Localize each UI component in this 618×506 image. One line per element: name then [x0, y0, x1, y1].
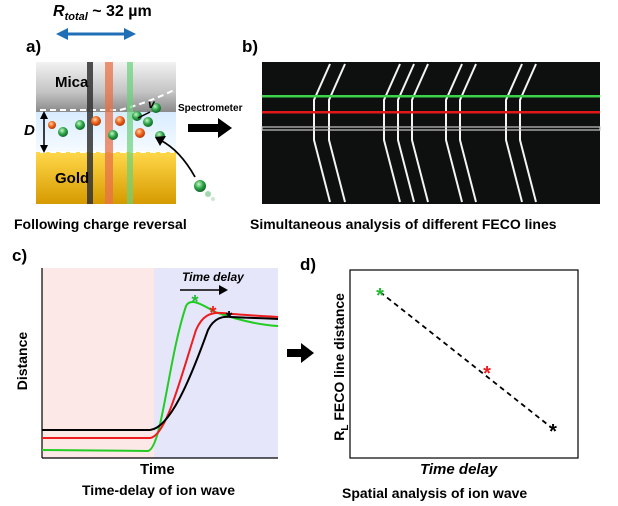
feco-fringe — [445, 63, 463, 203]
panel-d-ylabel-main: R — [331, 430, 348, 441]
ion — [115, 116, 125, 126]
feco-fringe — [397, 63, 415, 203]
beam-black — [87, 62, 93, 204]
point-red: * — [483, 363, 491, 385]
panel-b — [261, 62, 601, 204]
curved-arrow-head — [155, 136, 166, 146]
panel-a — [36, 28, 232, 204]
feco-line-top — [262, 95, 600, 98]
star-red: * — [209, 303, 216, 323]
d-label: D — [24, 122, 35, 139]
ion — [58, 127, 68, 137]
c-to-d-arrow — [287, 343, 314, 363]
spectrometer-label: Spectrometer — [178, 103, 243, 114]
d-arrow — [40, 111, 48, 153]
panel-a-caption: Following charge reversal — [14, 216, 187, 232]
ion — [75, 120, 85, 130]
mica-bent-surface — [120, 62, 176, 112]
feco-fringes — [313, 63, 537, 203]
ion — [143, 117, 153, 127]
r-total-value: ~ 32 µm — [87, 3, 152, 20]
ion — [132, 111, 142, 121]
time-delay-label: Time delay — [182, 270, 244, 284]
ion — [48, 121, 56, 129]
gold-label: Gold — [55, 170, 90, 187]
panel-d-ylabel-sub: L — [339, 424, 351, 431]
point-black: * — [549, 421, 557, 443]
ion — [108, 130, 118, 140]
incoming-ion-trail — [205, 191, 211, 197]
pre-phase-region — [42, 268, 154, 458]
feco-fringe — [519, 63, 537, 203]
post-phase-region — [154, 268, 278, 458]
ion — [91, 116, 101, 126]
feco-line-bottom — [261, 126, 601, 131]
feco-fringe — [313, 63, 331, 203]
panel-a-letter: a) — [26, 37, 42, 56]
curved-arrow — [159, 139, 196, 178]
r-total-label: Rtotal ~ 32 µm — [53, 3, 152, 23]
beam-green — [127, 62, 133, 204]
feco-fringe — [383, 63, 401, 203]
panel-d-letter: d) — [300, 255, 317, 274]
r-total-symbol: R — [53, 3, 65, 20]
panel-b-letter: b) — [242, 37, 259, 56]
r-total-subscript: total — [64, 11, 88, 24]
ion — [151, 103, 161, 113]
panel-d-caption: Spatial analysis of ion wave — [342, 485, 528, 501]
feco-fringe — [328, 63, 346, 203]
v-label: v — [148, 97, 155, 111]
feco-fringe — [459, 63, 477, 203]
feco-fringe — [411, 63, 429, 203]
star-green: * — [191, 292, 198, 312]
ion — [135, 128, 145, 138]
plot-frame — [349, 269, 579, 459]
mica-surface-dashed — [40, 89, 175, 111]
panel-c-ylabel: Distance — [14, 331, 30, 391]
panel-d-ylabel: RL FECO line distance — [331, 272, 351, 462]
v-arrow — [137, 111, 151, 119]
panel-c: * * * — [41, 268, 314, 459]
curve-black — [42, 315, 279, 431]
r-total-arrow — [56, 28, 136, 40]
panel-d-xlabel: Time delay — [420, 461, 498, 478]
star-black: * — [225, 308, 232, 328]
panel-b-caption: Simultaneous analysis of different FECO … — [250, 216, 557, 232]
panel-c-xlabel: Time — [140, 461, 175, 478]
incoming-ion-trail — [211, 197, 215, 201]
panel-c-caption: Time-delay of ion wave — [82, 482, 236, 498]
panel-d: * * * — [349, 269, 579, 459]
time-delay-arrow-head — [219, 285, 228, 295]
mica-label: Mica — [55, 74, 89, 91]
spectrometer-arrow — [188, 118, 232, 138]
trend-line — [379, 291, 553, 429]
incoming-ion — [194, 180, 206, 192]
feco-image — [262, 62, 600, 204]
point-green: * — [376, 285, 384, 307]
feco-fringe — [505, 63, 523, 203]
feco-line-middle — [262, 111, 600, 114]
panel-c-letter: c) — [12, 246, 28, 265]
panel-d-ylabel-rest: FECO line distance — [331, 293, 348, 425]
